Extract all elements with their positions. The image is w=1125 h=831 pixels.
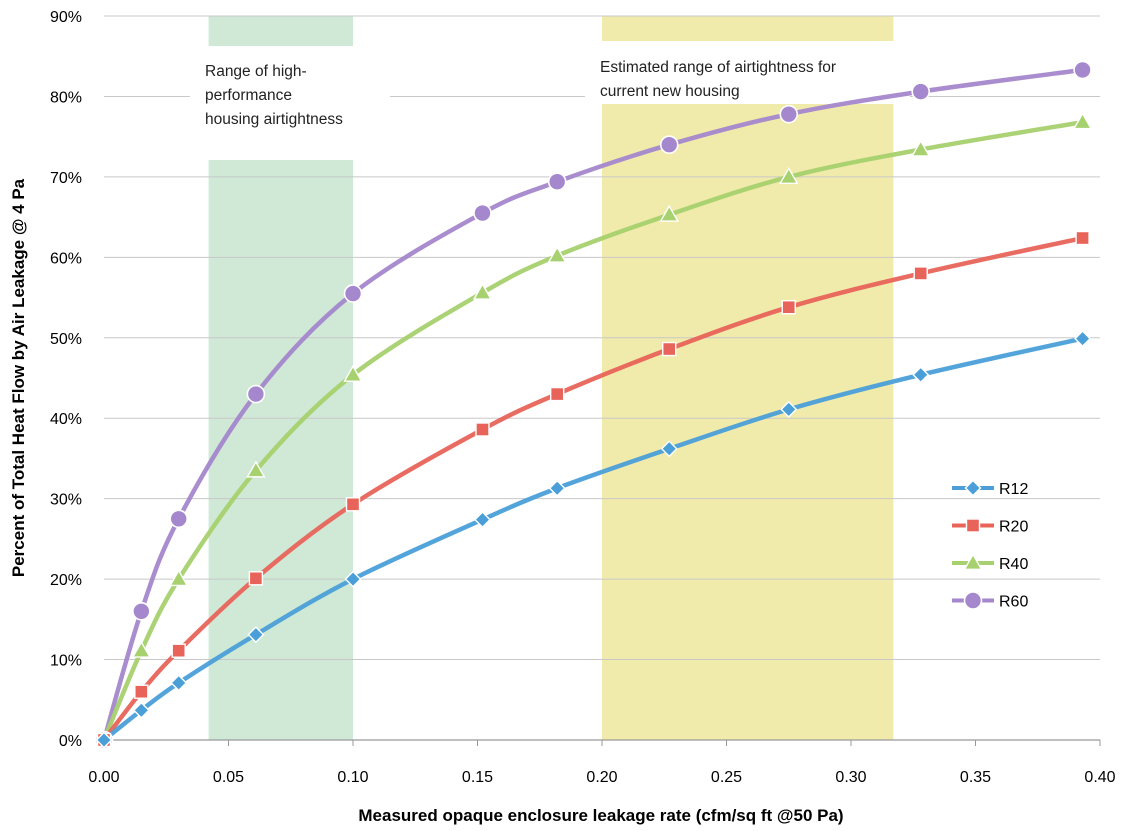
x-tick-label: 0.30 — [835, 769, 866, 786]
data-point-r20 — [345, 497, 361, 512]
data-point-r20 — [549, 386, 565, 402]
data-point-r12 — [912, 366, 930, 384]
y-tick-label: 90% — [50, 9, 82, 26]
data-point-r60 — [343, 284, 363, 303]
highlight-bands — [208, 16, 894, 740]
y-tick-label: 50% — [50, 331, 82, 348]
data-point-r20 — [134, 684, 149, 699]
highlight-band-1-top — [208, 16, 353, 46]
data-point-r12 — [660, 440, 678, 458]
data-point-r20 — [248, 571, 264, 586]
x-tick-label: 0.35 — [960, 769, 991, 786]
data-point-r40 — [547, 245, 567, 263]
x-tick-label: 0.20 — [586, 769, 617, 786]
data-point-r12 — [473, 511, 491, 529]
x-tick-label: 0.25 — [711, 769, 742, 786]
x-tick-label: 0.00 — [88, 769, 119, 786]
band-label-line: Estimated range of airtightness for — [600, 59, 836, 76]
data-point-r60 — [473, 203, 492, 223]
y-axis-title: Percent of Total Heat Flow by Air Leakag… — [9, 178, 28, 577]
data-point-r60 — [911, 82, 931, 101]
x-tick-label: 0.40 — [1084, 769, 1115, 786]
data-point-r20 — [662, 341, 677, 357]
data-point-r12 — [344, 570, 362, 588]
data-point-r20 — [781, 300, 796, 315]
data-point-r20 — [913, 266, 928, 281]
highlight-band-1 — [208, 160, 353, 740]
legend-swatch-marker — [965, 518, 981, 533]
data-point-r20 — [475, 422, 490, 437]
data-point-r40 — [911, 139, 931, 157]
y-tick-label: 20% — [50, 572, 82, 589]
x-tick-label: 0.10 — [337, 769, 368, 786]
data-point-r12 — [132, 701, 150, 719]
legend-label: R12 — [999, 481, 1028, 498]
x-tick-label: 0.15 — [462, 769, 493, 786]
data-point-r60 — [246, 384, 266, 404]
band-label-line: housing airtightness — [205, 111, 343, 128]
legend-label: R20 — [999, 519, 1028, 536]
legend-swatch-marker — [963, 553, 983, 571]
data-point-r40 — [1072, 112, 1093, 130]
data-point-r60 — [659, 135, 679, 155]
band-annotations: Range of high-performance housing airtigh… — [190, 54, 910, 130]
data-point-r40 — [472, 282, 493, 300]
highlight-band-2-top — [602, 16, 894, 41]
data-point-r12 — [780, 400, 798, 418]
data-point-r40 — [168, 569, 189, 587]
data-point-r60 — [1073, 60, 1092, 80]
data-point-r60 — [779, 104, 799, 124]
data-point-r12 — [1074, 330, 1092, 348]
data-point-r40 — [246, 460, 266, 478]
data-point-r12 — [247, 626, 265, 644]
legend-label: R40 — [999, 556, 1028, 573]
legend-swatch-marker — [963, 591, 983, 610]
data-point-r12 — [95, 731, 113, 749]
data-point-r20 — [1075, 230, 1090, 246]
x-tick-label: 0.05 — [213, 769, 244, 786]
data-point-r12 — [170, 674, 188, 692]
data-point-r40 — [779, 166, 799, 184]
data-point-r12 — [548, 479, 566, 497]
band-label-line: Range of high- — [205, 63, 307, 80]
data-point-r40 — [343, 364, 363, 382]
data-series — [94, 60, 1093, 750]
y-tick-label: 80% — [50, 89, 82, 106]
legend-swatch-marker — [964, 479, 982, 497]
y-tick-label: 0% — [59, 733, 82, 750]
y-tick-label: 30% — [50, 492, 82, 509]
band-label-line: performance — [205, 87, 292, 104]
band-label-line: current new housing — [600, 83, 740, 100]
data-point-r60 — [132, 601, 151, 621]
y-tick-label: 60% — [50, 250, 82, 267]
data-point-r60 — [169, 509, 188, 529]
band-label-background — [190, 56, 390, 130]
data-point-r20 — [171, 643, 186, 658]
band-label-background — [585, 54, 910, 104]
y-tick-label: 40% — [50, 411, 82, 428]
data-point-r60 — [547, 172, 567, 192]
x-axis-title: Measured opaque enclosure leakage rate (… — [358, 806, 843, 825]
gridlines — [104, 15, 1100, 661]
axes: 0% 10% 20% 30% 40% 50% 60% 70% 80% 90% 0.00 0.05 0.1… — [50, 9, 1116, 786]
y-tick-label: 70% — [50, 170, 82, 187]
y-tick-label: 10% — [50, 653, 82, 670]
data-point-r40 — [131, 640, 152, 658]
legend-label: R60 — [999, 594, 1028, 611]
data-point-r40 — [659, 204, 679, 222]
legend: R12 R20 R40 R60 — [952, 479, 1028, 611]
